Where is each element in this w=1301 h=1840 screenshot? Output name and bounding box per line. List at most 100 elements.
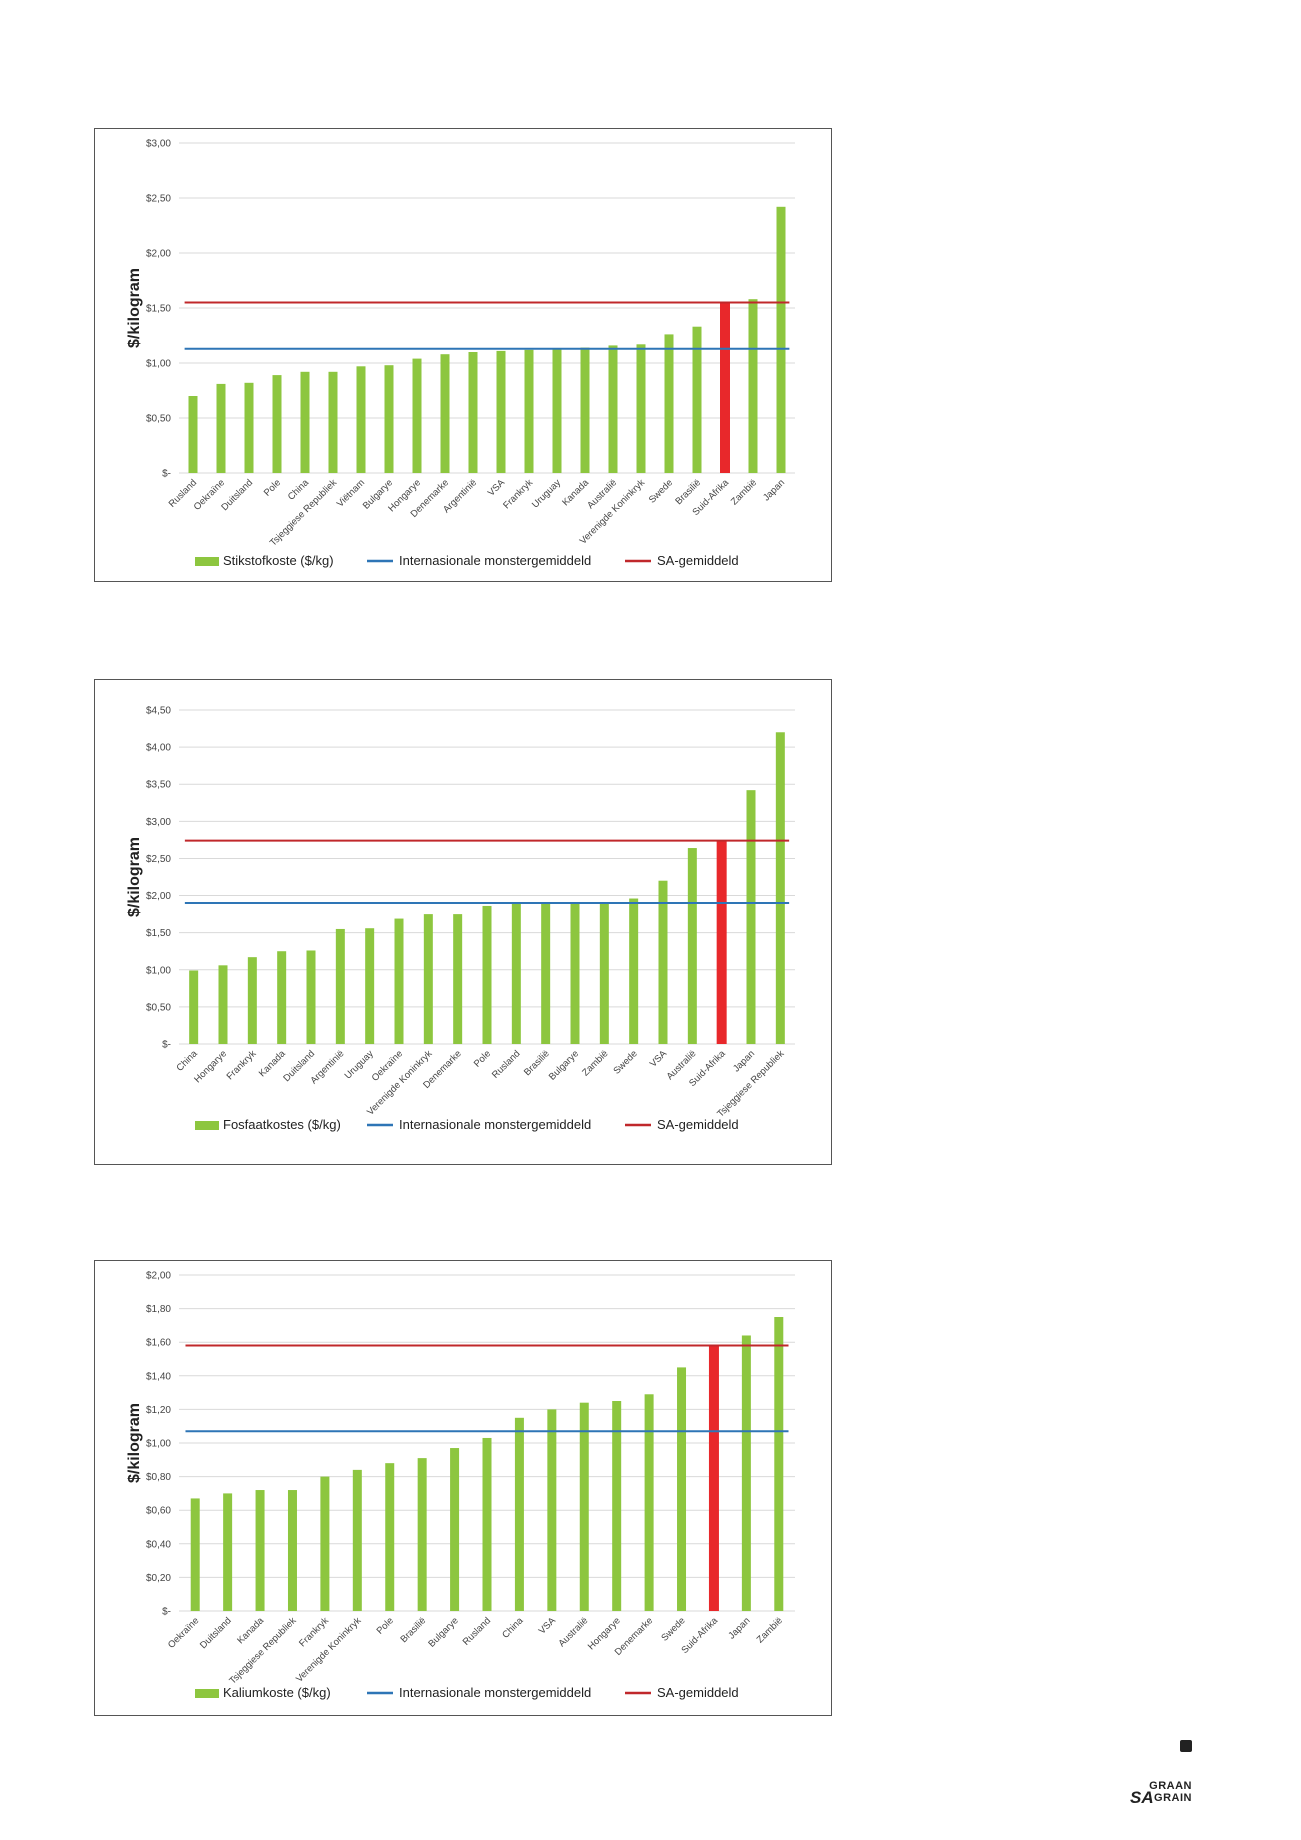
x-tick-label: Swede xyxy=(611,1048,639,1076)
bar xyxy=(524,349,534,473)
y-tick-label: $3,00 xyxy=(146,139,171,150)
bar xyxy=(511,903,521,1044)
bar xyxy=(692,326,702,473)
bar xyxy=(300,371,310,473)
y-tick-label: $0,20 xyxy=(146,1573,171,1584)
x-tick-label: Frankryk xyxy=(501,477,535,511)
y-tick-label: $1,60 xyxy=(146,1338,171,1349)
x-tick-label: Duitsland xyxy=(198,1615,234,1651)
legend-international-label: Internasionale monstergemiddeld xyxy=(399,1117,591,1132)
y-tick-label: $1,80 xyxy=(146,1304,171,1315)
x-tick-label: Japan xyxy=(731,1048,757,1074)
legend-sa-label: SA-gemiddeld xyxy=(657,1685,739,1700)
bar xyxy=(612,1401,622,1611)
bar xyxy=(335,928,345,1044)
bar xyxy=(216,383,226,473)
x-tick-label: VSA xyxy=(486,477,508,499)
bar xyxy=(468,352,478,473)
x-tick-label: Rusland xyxy=(461,1615,493,1647)
bar xyxy=(541,902,551,1044)
y-tick-label: $3,00 xyxy=(146,817,171,828)
x-tick-label: Hongarye xyxy=(192,1048,229,1085)
bar xyxy=(306,950,316,1044)
y-tick-label: $0,50 xyxy=(146,414,171,425)
bar xyxy=(189,970,199,1044)
y-tick-label: $1,40 xyxy=(146,1371,171,1382)
bar xyxy=(658,880,668,1044)
logo-top-text: GRAAN xyxy=(1149,1780,1192,1792)
bar xyxy=(775,732,785,1044)
bar xyxy=(218,965,228,1044)
y-tick-label: $3,50 xyxy=(146,780,171,791)
y-tick-label: $0,60 xyxy=(146,1506,171,1517)
legend-sa-label: SA-gemiddeld xyxy=(657,1117,739,1132)
y-tick-label: $1,50 xyxy=(146,928,171,939)
y-tick-label: $0,50 xyxy=(146,1002,171,1013)
bar xyxy=(223,1493,233,1611)
nitrogen-cost-chart: $- $0,50 $1,00 $1,50 $2,00 $2,50 $3,00 $/kilogr… xyxy=(94,128,832,582)
y-axis-label: $/kilogram xyxy=(126,837,143,917)
x-tick-label: Pole xyxy=(262,477,283,498)
bar xyxy=(423,914,433,1044)
bar xyxy=(776,206,786,474)
bar xyxy=(664,334,674,473)
bar xyxy=(599,902,609,1044)
x-tick-label: Zambië xyxy=(580,1048,610,1078)
x-tick-label: Pole xyxy=(472,1048,493,1069)
logo-prefix: SA xyxy=(1130,1788,1154,1807)
bar xyxy=(608,345,618,473)
x-tick-label: Pole xyxy=(375,1615,396,1636)
bar xyxy=(482,905,492,1044)
x-tick-label: Swede xyxy=(647,477,675,505)
bar xyxy=(547,1409,557,1611)
x-tick-label: Verenigde Koninkryk xyxy=(294,1615,364,1685)
bar xyxy=(774,1317,784,1611)
page-marker-square xyxy=(1180,1740,1192,1752)
bar xyxy=(482,1437,492,1611)
y-tick-label: $1,00 xyxy=(146,965,171,976)
x-tick-label: Frankryk xyxy=(225,1048,259,1082)
bar xyxy=(496,350,506,473)
bar xyxy=(636,344,646,473)
x-tick-label: Brasilië xyxy=(398,1615,428,1645)
x-tick-label: VSA xyxy=(537,1615,559,1637)
bar xyxy=(741,1335,751,1611)
highlight-bar xyxy=(716,840,727,1044)
highlight-bar xyxy=(720,302,730,473)
x-tick-label: China xyxy=(286,477,312,503)
bar xyxy=(356,366,366,473)
x-tick-label: Zambië xyxy=(755,1615,785,1645)
legend-bar-swatch xyxy=(195,1121,219,1130)
bar xyxy=(514,1417,524,1611)
phosphate-cost-chart-svg: $- $0,50 $1,00 $1,50 $2,00 $2,50 $3,00 $3,50 $4,… xyxy=(126,706,795,1132)
y-tick-label: $2,00 xyxy=(146,891,171,902)
y-tick-label: $1,00 xyxy=(146,359,171,370)
y-tick-label: $- xyxy=(162,1040,171,1051)
y-tick-label: $0,80 xyxy=(146,1472,171,1483)
y-tick-label: $1,20 xyxy=(146,1405,171,1416)
highlight-bar xyxy=(708,1345,719,1611)
legend-international-label: Internasionale monstergemiddeld xyxy=(399,553,591,568)
bar xyxy=(677,1367,687,1611)
bar xyxy=(247,957,257,1044)
legend-sa-label: SA-gemiddeld xyxy=(657,553,739,568)
bar xyxy=(579,1402,589,1611)
bar xyxy=(320,1476,330,1611)
y-tick-label: $0,40 xyxy=(146,1539,171,1550)
bar xyxy=(255,1490,265,1611)
bar xyxy=(328,371,338,473)
y-tick-label: $2,00 xyxy=(146,1271,171,1282)
legend-bar-swatch xyxy=(195,557,219,566)
bar xyxy=(384,365,394,473)
potassium-cost-chart-svg: $- $0,20 $0,40 $0,60 $0,80 $1,00 $1,20 $1,40 $1,… xyxy=(126,1271,795,1700)
x-tick-label: Bulgarye xyxy=(547,1048,581,1082)
bar xyxy=(272,375,282,473)
y-tick-label: $1,00 xyxy=(146,1439,171,1450)
bar xyxy=(644,1394,654,1611)
legend-bar-swatch xyxy=(195,1689,219,1698)
bar xyxy=(365,928,375,1044)
x-tick-label: Japan xyxy=(761,477,787,503)
nitrogen-cost-chart-svg: $- $0,50 $1,00 $1,50 $2,00 $2,50 $3,00 $/kilogr… xyxy=(126,139,795,568)
potassium-cost-chart: $- $0,20 $0,40 $0,60 $0,80 $1,00 $1,20 $1,40 $1,… xyxy=(94,1260,832,1716)
legend-international-label: Internasionale monstergemiddeld xyxy=(399,1685,591,1700)
